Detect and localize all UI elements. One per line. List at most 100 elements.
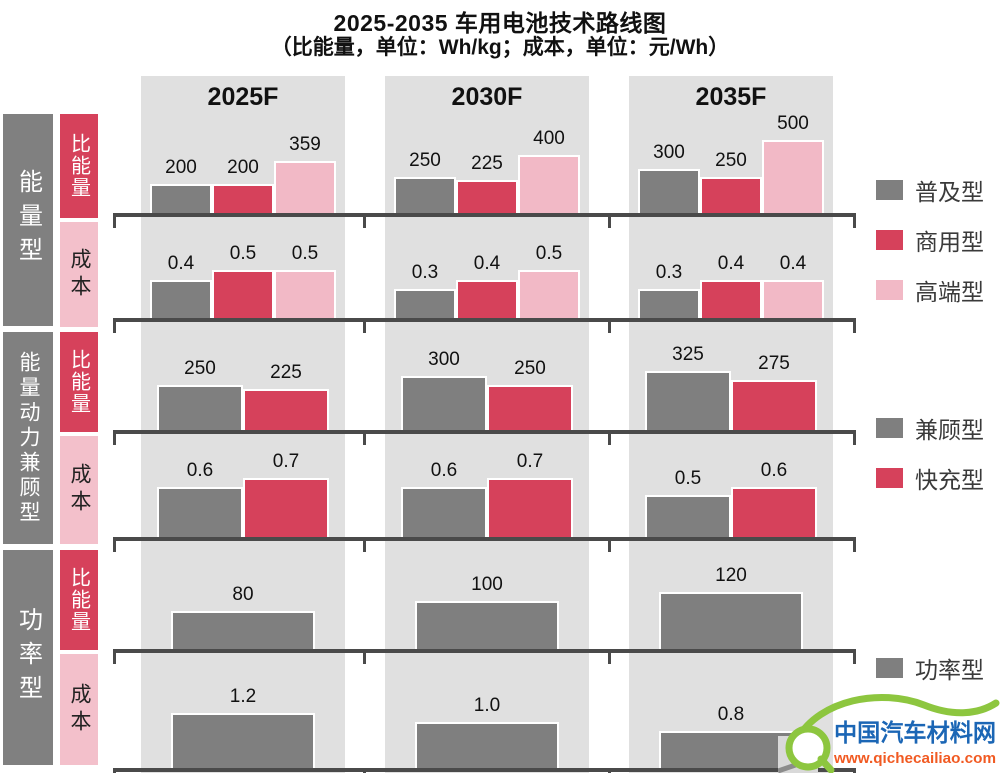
axis-tick-icon xyxy=(363,653,366,664)
bar-value-label: 0.5 xyxy=(674,468,702,489)
bar-value-label: 0.5 xyxy=(229,243,257,264)
metric-label-cost: 成本 xyxy=(60,222,98,327)
bar-value-label: 1.0 xyxy=(473,695,501,716)
bar xyxy=(150,184,212,213)
bar xyxy=(731,487,817,537)
metric-label-cost: 成本 xyxy=(60,654,98,765)
bar xyxy=(487,478,573,537)
column-header: 2035F xyxy=(695,83,767,111)
axis-tick-icon xyxy=(608,322,611,333)
legend-swatch-icon xyxy=(876,230,903,250)
bar-value-label: 0.4 xyxy=(473,253,501,274)
bar-value-label: 0.5 xyxy=(535,243,563,264)
axis-tick-icon xyxy=(853,322,856,333)
legend-swatch-icon xyxy=(876,468,903,488)
axis-tick-icon xyxy=(363,217,366,228)
row-group-label-energy: 能量型 xyxy=(3,114,53,326)
bar xyxy=(645,371,731,430)
legend-label: 普及型 xyxy=(915,179,984,205)
legend-item: 兼顾型 xyxy=(876,411,984,445)
bar-value-label: 0.7 xyxy=(272,451,300,472)
bar-value-label: 100 xyxy=(471,574,503,595)
qichecailiao-logo: 中国汽车材料网 www.qichecailiao.com xyxy=(778,693,1000,773)
bar-value-label: 200 xyxy=(227,157,259,178)
axis-tick-icon xyxy=(608,217,611,228)
bar xyxy=(762,140,824,213)
axis-line xyxy=(113,318,856,322)
bar-value-label: 0.6 xyxy=(760,460,788,481)
bar xyxy=(401,376,487,430)
bar-value-label: 300 xyxy=(653,142,685,163)
bar-value-label: 250 xyxy=(715,150,747,171)
metric-label-specific-energy: 比能量 xyxy=(60,114,98,218)
axis-tick-icon xyxy=(113,434,116,445)
bar-value-label: 0.6 xyxy=(186,460,214,481)
bar-value-label: 300 xyxy=(428,349,460,370)
bar xyxy=(243,478,329,537)
metric-label-specific-energy: 比能量 xyxy=(60,332,98,432)
bar xyxy=(645,495,731,537)
axis-tick-icon xyxy=(608,434,611,445)
bar-value-label: 120 xyxy=(715,565,747,586)
axis-tick-icon xyxy=(113,217,116,228)
bar-value-label: 0.3 xyxy=(411,262,439,283)
legend-label: 功率型 xyxy=(915,657,984,683)
bar-value-label: 225 xyxy=(471,153,503,174)
legend-label: 高端型 xyxy=(915,279,984,305)
bar xyxy=(518,155,580,213)
bar-value-label: 0.4 xyxy=(779,253,807,274)
legend-energy-type: 普及型 商用型 高端型 xyxy=(876,173,984,307)
bar xyxy=(659,592,803,649)
axis-tick-icon xyxy=(853,217,856,228)
bar xyxy=(700,177,762,213)
bar xyxy=(274,161,336,213)
bar xyxy=(274,270,336,318)
bar-value-label: 250 xyxy=(409,150,441,171)
bar xyxy=(731,380,817,430)
bar xyxy=(638,289,700,318)
row-group-label-power: 功率型 xyxy=(3,550,53,765)
axis-tick-icon xyxy=(363,541,366,552)
axis-line xyxy=(113,430,856,434)
logo-site-name: 中国汽车材料网 xyxy=(834,719,996,747)
logo-car-swoosh-icon xyxy=(794,693,1000,742)
bar xyxy=(638,169,700,213)
bar-value-label: 225 xyxy=(270,362,302,383)
chart-subtitle: （比能量，单位：Wh/kg；成本，单位：元/Wh） xyxy=(270,36,730,59)
legend-swatch-icon xyxy=(876,658,903,678)
bar-value-label: 0.5 xyxy=(291,243,319,264)
legend-swatch-icon xyxy=(876,280,903,300)
bar-value-label: 0.4 xyxy=(717,253,745,274)
bar-value-label: 0.4 xyxy=(167,253,195,274)
legend-power-type: 功率型 xyxy=(876,651,984,685)
bar-value-label: 250 xyxy=(184,358,216,379)
axis-tick-icon xyxy=(363,322,366,333)
axis-tick-icon xyxy=(363,434,366,445)
bar-value-label: 275 xyxy=(758,353,790,374)
column-header: 2025F xyxy=(207,83,279,111)
bar xyxy=(518,270,580,318)
axis-tick-icon xyxy=(113,541,116,552)
legend-item: 快充型 xyxy=(876,461,984,495)
legend-label: 兼顾型 xyxy=(915,417,984,443)
axis-tick-icon xyxy=(113,653,116,664)
legend-swatch-icon xyxy=(876,180,903,200)
legend-item: 普及型 xyxy=(876,173,984,207)
bar-value-label: 0.6 xyxy=(430,460,458,481)
bar xyxy=(456,180,518,213)
bar-value-label: 400 xyxy=(533,128,565,149)
legend-swatch-icon xyxy=(876,418,903,438)
axis-tick-icon xyxy=(113,322,116,333)
bar xyxy=(415,601,559,649)
legend-label: 快充型 xyxy=(915,467,984,493)
row-group-label-energy-power: 能量动力兼顾型 xyxy=(3,332,53,544)
logo-q-tail-icon xyxy=(817,755,835,773)
bar xyxy=(212,270,274,318)
bar-value-label: 80 xyxy=(232,584,254,605)
bar xyxy=(157,385,243,430)
bar-value-label: 1.2 xyxy=(229,686,257,707)
axis-tick-icon xyxy=(608,541,611,552)
chart-title: 2025-2035 车用电池技术路线图 xyxy=(333,10,667,36)
bar xyxy=(212,184,274,213)
